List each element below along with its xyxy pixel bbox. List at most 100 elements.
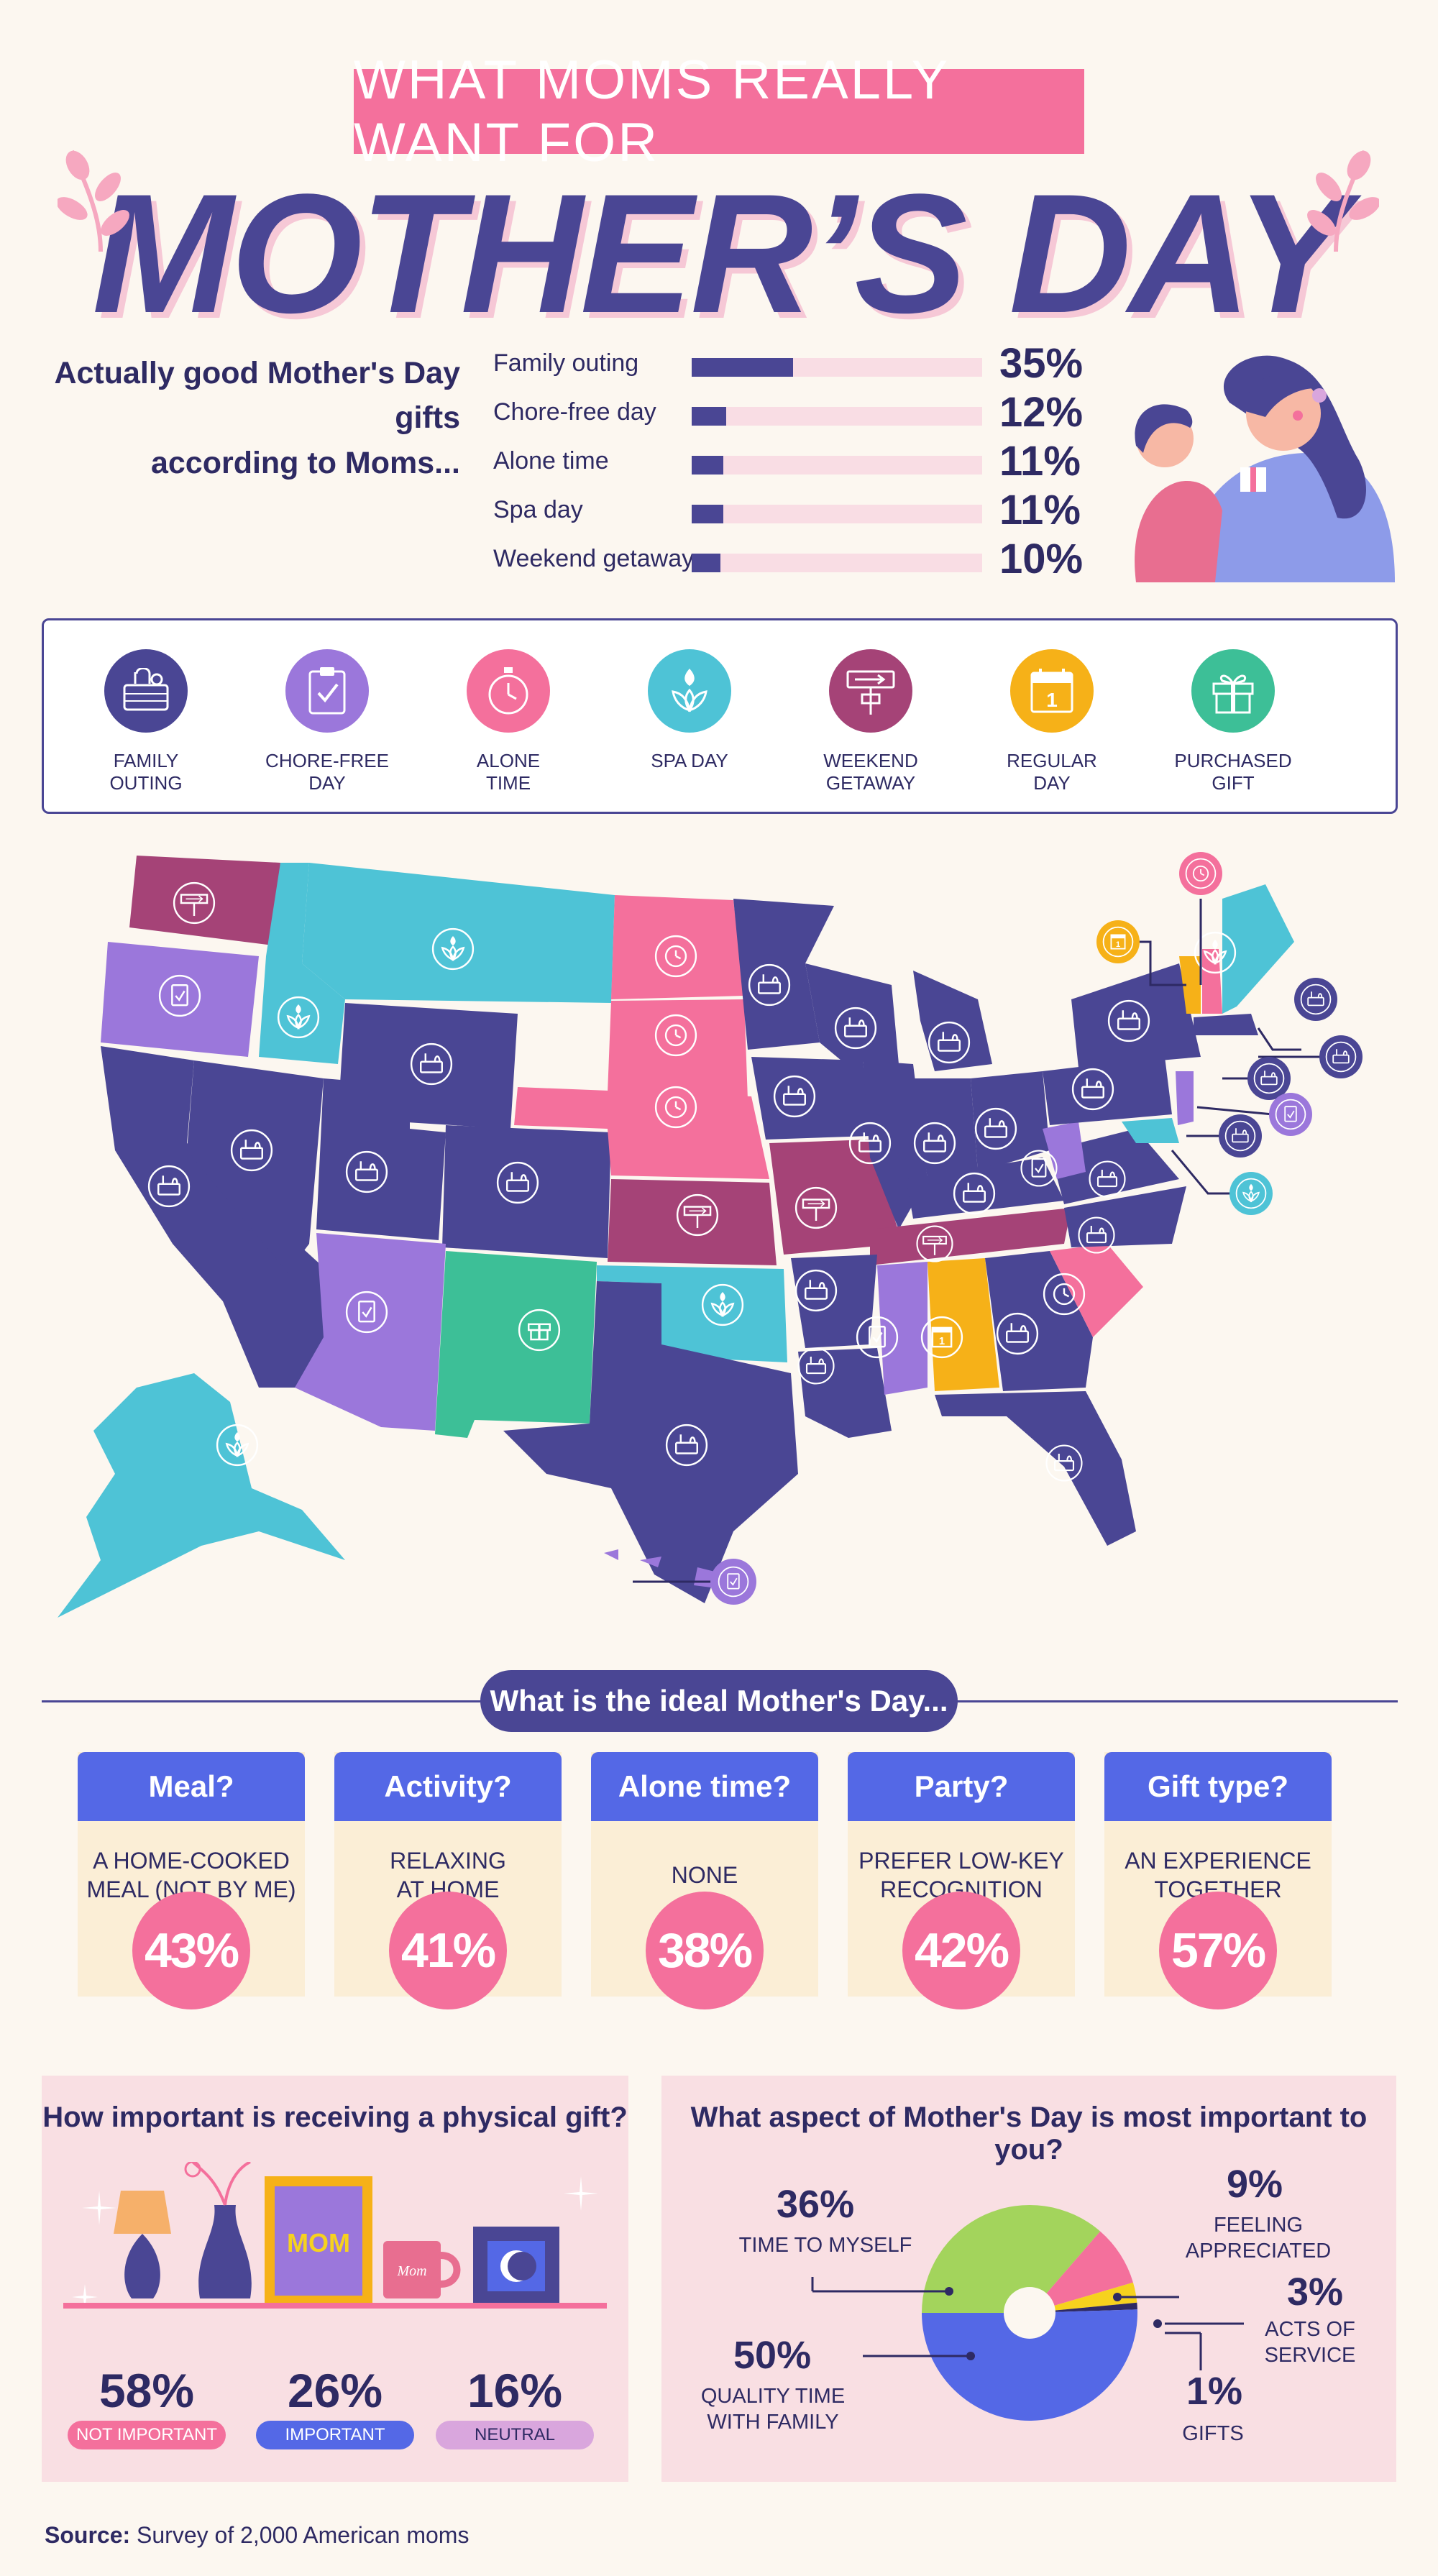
legend-label: FAMILY OUTING [109, 750, 183, 794]
map-legend: FAMILY OUTING CHORE-FREE DAY ALONE TIME SP… [42, 618, 1398, 814]
svg-text:1: 1 [1046, 689, 1058, 711]
ideal-card-gift-type: Gift type? AN EXPERIENCE TOGETHER 57% [1104, 1752, 1332, 2009]
legend-alone-time: ALONE TIME [436, 649, 580, 794]
title-banner: WHAT MOMS REALLY WANT FOR [354, 50, 1084, 173]
legend-weekend-getaway: WEEKEND GETAWAY [799, 649, 943, 794]
pie-slice [922, 2309, 1137, 2421]
gifts-heading-line2: according to Moms... [150, 445, 460, 480]
legend-label: REGULAR DAY [1007, 750, 1097, 794]
gift-bar-percent: 35% [999, 340, 1084, 387]
ideal-card-party: Party? PREFER LOW-KEY RECOGNITION 42% [848, 1752, 1075, 2009]
gift-bar-label: Weekend getaway [493, 545, 695, 572]
source-note: Source: Survey of 2,000 American moms [45, 2522, 469, 2549]
state-new-mexico [435, 1251, 597, 1438]
ideal-card-title: Gift type? [1104, 1752, 1332, 1821]
legend-purchased-gift: PURCHASED GIFT [1161, 649, 1305, 794]
aspect-title: What aspect of Mother's Day is most impo… [690, 2101, 1368, 2165]
state-south-dakota [608, 999, 748, 1100]
state-alabama [928, 1258, 999, 1391]
us-state-map: 1 [58, 852, 1363, 1618]
state-kansas [608, 1179, 777, 1265]
pie-label-feeling-appreciated-pct: 9% [1227, 2163, 1283, 2206]
gift-bar-fill [692, 456, 724, 475]
legend-spa-day: SPA DAY [618, 649, 761, 772]
state-nevada [187, 1060, 324, 1273]
mug-text: Mom [396, 2263, 426, 2279]
state-georgia [985, 1251, 1093, 1391]
ideal-card-title: Meal? [78, 1752, 305, 1821]
mother-and-child-illustration [1135, 355, 1395, 582]
pie-label-acts-of-service: ACTS OF SERVICE [1264, 2318, 1356, 2368]
pie-label-gifts-pct: 1% [1186, 2370, 1243, 2413]
pie-label-time-to-myself: TIME TO MYSELF [738, 2234, 912, 2257]
state-pennsylvania [1043, 1057, 1172, 1125]
legend-regular-day: 1 REGULAR DAY [980, 649, 1124, 794]
state-new-jersey [1176, 1071, 1194, 1125]
state-alaska [58, 1373, 345, 1618]
ideal-card-percent: 57% [1159, 1892, 1277, 2009]
pie-label-quality-time: QUALITY TIME WITH FAMILY [700, 2385, 846, 2434]
ideal-card-title: Party? [848, 1752, 1075, 1821]
stat-not-important-label: NOT IMPORTANT [68, 2421, 226, 2449]
ideal-card-answer: A HOME-COOKED MEAL (NOT BY ME) [86, 1848, 296, 1902]
state-hawaii [604, 1549, 726, 1589]
gift-items-illustration: MOM Mom [63, 2162, 607, 2310]
frame-text: MOM [287, 2228, 350, 2258]
gift-bar-track [692, 358, 982, 377]
state-california [101, 1046, 345, 1388]
gift-bar-row: Family outing 35% [493, 340, 1083, 393]
pie-label-acts-of-service-pct: 3% [1287, 2270, 1344, 2314]
stat-important-label: IMPORTANT [256, 2421, 414, 2449]
state-new-hampshire [1202, 949, 1222, 1014]
banner-text: WHAT MOMS REALLY WANT FOR [354, 50, 949, 173]
ideal-card-percent: 41% [389, 1892, 507, 2009]
callout-hawaii [710, 1559, 756, 1605]
state-tennessee [870, 1208, 1071, 1265]
gift-bar-percent: 12% [999, 389, 1084, 436]
state-arkansas [791, 1255, 877, 1348]
aspect-panel: What aspect of Mother's Day is most impo… [661, 2076, 1396, 2482]
gift-bar-track [692, 456, 982, 475]
ideal-card-percent: 43% [132, 1892, 250, 2009]
gifts-heading-line1: Actually good Mother's Day gifts [54, 356, 460, 436]
gift-bar-fill [692, 554, 721, 572]
legend-label: WEEKEND GETAWAY [823, 750, 918, 794]
ideal-card-percent: 38% [646, 1892, 764, 2009]
state-florida [935, 1391, 1136, 1546]
state-texas [503, 1281, 798, 1603]
gift-bar-fill [692, 358, 794, 377]
state-mississippi [877, 1262, 928, 1395]
state-wisconsin [805, 963, 899, 1064]
calendar-icon: 1 [1010, 649, 1094, 733]
state-louisiana [798, 1348, 892, 1438]
legend-chore-free-day: CHORE-FREE DAY [255, 649, 399, 794]
pie-slice [1030, 2282, 1137, 2313]
lotus-icon [648, 649, 731, 733]
left-flower-sprig-icon [58, 150, 129, 252]
gift-bar-label: Chore-free day [493, 398, 656, 426]
source-text: Survey of 2,000 American moms [130, 2522, 470, 2548]
gift-bar-row: Alone time 11% [493, 438, 1083, 490]
stat-important-pct: 26% [287, 2364, 383, 2417]
gift-bar-track [692, 505, 982, 523]
gift-bar-row: Weekend getaway 10% [493, 536, 1083, 588]
gift-bar-label: Spa day [493, 496, 583, 523]
gift-bar-fill [692, 407, 727, 426]
picnic-basket-icon [104, 649, 188, 733]
stat-neutral-pct: 16% [467, 2364, 563, 2417]
state-montana [302, 863, 615, 1003]
ideal-card-answer: NONE [671, 1862, 738, 1888]
state-minnesota [733, 899, 834, 1050]
legend-label: SPA DAY [651, 750, 728, 771]
gift-bar-percent: 10% [999, 536, 1084, 582]
clipboard-check-icon [285, 649, 369, 733]
state-missouri [769, 1140, 902, 1255]
state-west-virginia [1043, 1122, 1086, 1179]
legend-label: CHORE-FREE DAY [265, 750, 389, 794]
state-nebraska [514, 1087, 769, 1179]
aspect-pie-chart [811, 2205, 1244, 2421]
source-label: Source: [45, 2522, 131, 2548]
state-massachusetts [1194, 1014, 1258, 1035]
physical-gift-panel: How important is receiving a physical gi… [42, 2076, 628, 2482]
gift-bar-track [692, 554, 982, 572]
